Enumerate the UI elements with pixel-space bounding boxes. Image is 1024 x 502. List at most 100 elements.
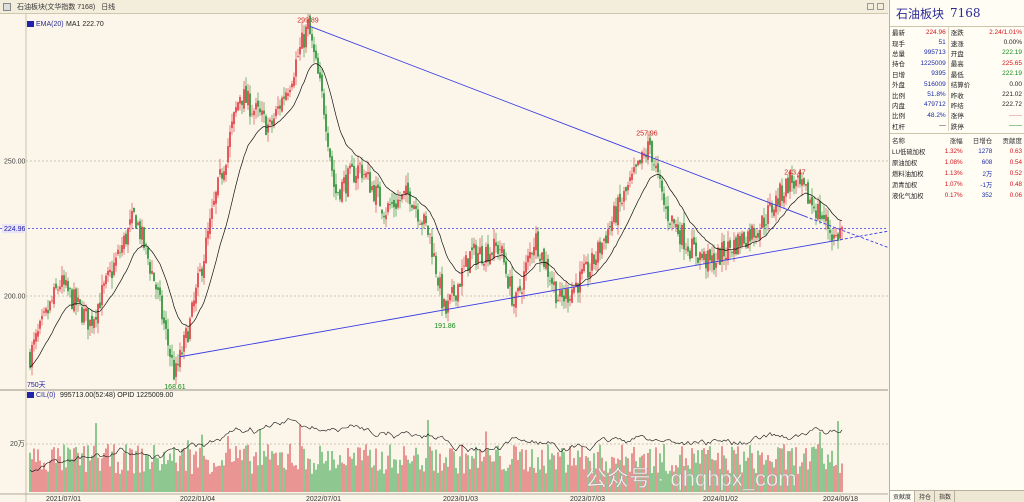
indicator-icon xyxy=(27,21,34,27)
volume-bar xyxy=(545,473,547,492)
candle-body xyxy=(651,141,653,163)
volume-bar xyxy=(723,455,725,492)
candle-body xyxy=(789,172,791,192)
kline-chart[interactable]: 250.00 200.00 224.96 EMA(20) MA1 222.70 750天 2… xyxy=(0,14,888,502)
volume-bar xyxy=(547,444,549,492)
panel-tab[interactable]: 持仓 xyxy=(916,491,936,502)
maximize-icon[interactable] xyxy=(877,3,884,10)
candle-body xyxy=(123,235,125,249)
candle-body xyxy=(263,110,265,114)
volume-bar xyxy=(763,464,765,492)
volume-bar xyxy=(39,460,41,492)
candle-body xyxy=(769,202,771,206)
volume-bar xyxy=(297,469,299,492)
candle-body xyxy=(153,272,155,282)
candle-body xyxy=(189,318,191,340)
candle-body xyxy=(185,328,187,339)
volume-bar xyxy=(237,458,239,492)
candle-body xyxy=(261,110,263,115)
volume-bar xyxy=(787,451,789,492)
volume-bar xyxy=(707,449,709,492)
days-label: 750天 xyxy=(27,381,46,389)
volume-bar xyxy=(183,448,185,492)
candle-body xyxy=(395,203,397,209)
volume-bar xyxy=(515,446,517,492)
volume-bar xyxy=(411,461,413,492)
constituent-header[interactable]: 贡献度 xyxy=(1002,137,1023,145)
quote-label: 杠杆 xyxy=(892,123,905,131)
constituent-header[interactable]: 日增仓 xyxy=(972,137,993,145)
candle-body xyxy=(501,246,503,254)
volume-bar xyxy=(823,463,825,492)
volume-bar xyxy=(521,449,523,492)
constituent-row[interactable]: 沥青加权 1.07% -1万 0.48 xyxy=(890,179,1024,190)
volume-bar xyxy=(377,470,379,492)
volume-bar xyxy=(419,469,421,492)
volume-bar xyxy=(47,471,49,492)
candle-body xyxy=(141,226,143,240)
candle-body xyxy=(293,77,295,87)
volume-bar xyxy=(157,458,159,492)
constituent-row[interactable]: 液化气加权 0.17% 352 0.06 xyxy=(890,190,1024,201)
volume-bar xyxy=(125,444,127,492)
volume-bar xyxy=(715,460,717,492)
constituent-header[interactable]: 涨幅 xyxy=(949,137,963,145)
candle-body xyxy=(583,263,585,272)
volume-bar xyxy=(55,462,57,492)
candle-body xyxy=(639,159,641,164)
candle-body xyxy=(237,102,239,111)
constituent-row[interactable]: LU低硫加权 1.32% 1278 0.63 xyxy=(890,146,1024,157)
volume-bar xyxy=(771,462,773,492)
minimize-icon[interactable] xyxy=(867,3,874,10)
volume-bar xyxy=(745,460,747,492)
volume-bar xyxy=(165,464,167,492)
quote-value: 479712 xyxy=(911,99,949,111)
candle-body xyxy=(167,329,169,346)
period-label[interactable]: 日线 xyxy=(101,3,116,11)
candle-body xyxy=(675,224,677,228)
volume-bar xyxy=(785,469,787,492)
candle-body xyxy=(821,215,823,219)
panel-header: 石油板块 7168 xyxy=(890,0,1024,27)
peak-label: 243.47 xyxy=(784,170,806,177)
quote-label: 昨结 xyxy=(950,102,964,110)
quote-row: 最新 224.96 涨跌 2.24/1.01% xyxy=(890,27,1024,38)
volume-bar xyxy=(119,473,121,492)
panel-tab[interactable]: 指数 xyxy=(936,491,956,502)
volume-bar xyxy=(463,473,465,492)
candle-body xyxy=(389,204,391,206)
quote-value: 221.02 xyxy=(1002,91,1022,99)
volume-bar xyxy=(653,466,655,492)
candle-body xyxy=(95,316,97,320)
volume-bar xyxy=(725,458,727,492)
candle-body xyxy=(143,227,145,248)
candle-body xyxy=(677,224,679,235)
candle-body xyxy=(513,304,515,307)
volume-bar xyxy=(265,456,267,492)
candle-body xyxy=(525,262,527,273)
volume-bar xyxy=(331,450,333,492)
constituent-header[interactable]: 名称 xyxy=(892,137,905,145)
x-axis-label: 2021/07/01 xyxy=(46,496,81,502)
volume-bar xyxy=(245,445,247,492)
candle-body xyxy=(449,294,451,301)
volume-bar xyxy=(403,446,405,492)
constituent-row[interactable]: 燃料油加权 1.13% 2万 0.52 xyxy=(890,168,1024,179)
candle-body xyxy=(195,287,197,304)
panel-tab[interactable]: 贡献度 xyxy=(890,491,916,502)
constituent-cell: 0.17% xyxy=(944,191,963,199)
constituent-cell: 液化气加权 xyxy=(892,192,924,200)
candle-body xyxy=(353,165,355,183)
quote-row: 内盘 479712 昨结 222.72 xyxy=(890,99,1024,111)
volume-bar xyxy=(599,444,601,492)
candle-body xyxy=(41,315,43,320)
volume-bar xyxy=(257,465,259,492)
volume-bar xyxy=(775,459,777,492)
volume-bar xyxy=(531,449,533,492)
volume-bar xyxy=(817,444,819,492)
constituent-row[interactable]: 原油加权 1.08% 608 0.54 xyxy=(890,157,1024,168)
candle-body xyxy=(137,222,139,225)
candle-body xyxy=(653,164,655,166)
volume-bar xyxy=(733,450,735,492)
constituent-cell: 608 xyxy=(981,158,993,166)
